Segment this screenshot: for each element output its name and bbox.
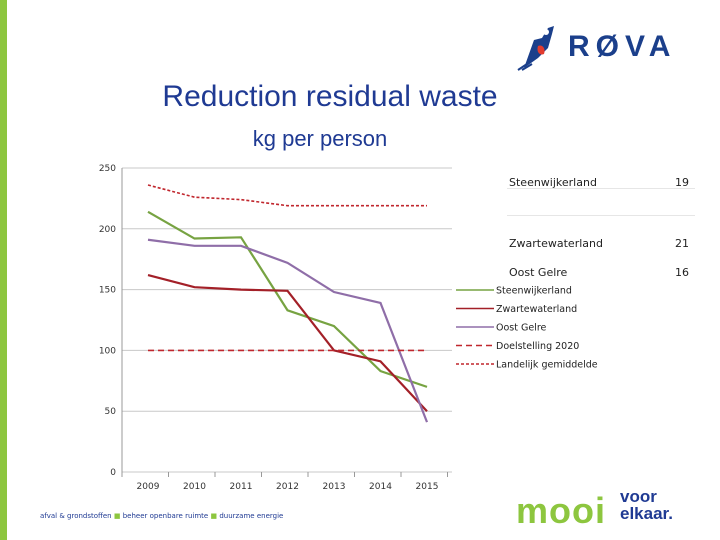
left-accent-bar bbox=[0, 0, 7, 540]
bird-icon bbox=[517, 26, 554, 71]
y-tick-label: 50 bbox=[105, 407, 117, 417]
bullet-icon: ■ bbox=[113, 512, 121, 520]
x-tick-label: 2014 bbox=[369, 482, 392, 492]
table-row-name: Oost Gelre bbox=[509, 266, 568, 279]
x-tick-label: 2013 bbox=[323, 482, 346, 492]
series-line-oost-gelre bbox=[147, 238, 429, 423]
logo-text: RØVA bbox=[568, 30, 677, 63]
table-row-name: Steenwijkerland bbox=[509, 176, 597, 189]
x-tick-label: 2009 bbox=[137, 482, 160, 492]
table-row: Steenwijkerland 19 bbox=[507, 166, 695, 189]
slogan-line: elkaar. bbox=[620, 504, 673, 523]
table-row: Zwartewaterland 21 bbox=[507, 189, 695, 250]
y-tick-label: 100 bbox=[99, 346, 116, 356]
slogan-line: voor bbox=[620, 487, 657, 506]
table-row-name: Zwartewaterland bbox=[509, 237, 603, 250]
footer-item: duurzame energie bbox=[219, 512, 284, 520]
slogan-secondary: voor elkaar. bbox=[620, 488, 673, 522]
x-tick-label: 2012 bbox=[276, 482, 299, 492]
legend-label: Doelstelling 2020 bbox=[496, 341, 579, 352]
table-row-value: 19 bbox=[675, 176, 689, 189]
footer-item: afval & grondstoffen bbox=[40, 512, 112, 520]
rova-logo: RØVA bbox=[508, 18, 698, 73]
y-tick-label: 0 bbox=[110, 468, 116, 478]
table-row: Oost Gelre 16 bbox=[507, 216, 695, 279]
table-row-value: 21 bbox=[675, 237, 689, 250]
legend-label: Zwartewaterland bbox=[496, 304, 577, 315]
legend-label: Landelijk gemiddelde bbox=[496, 360, 598, 371]
x-tick-label: 2015 bbox=[416, 482, 439, 492]
x-tick-label: 2010 bbox=[183, 482, 206, 492]
table-row-value: 16 bbox=[675, 266, 689, 279]
legend-label: Oost Gelre bbox=[496, 323, 547, 334]
page-subtitle: kg per person bbox=[252, 126, 388, 151]
reduction-table: Steenwijkerland 19 Zwartewaterland 21 Oo… bbox=[507, 166, 695, 279]
series-line-zwartewaterland bbox=[147, 273, 428, 412]
footer-services: afval & grondstoffen ■ beheer openbare r… bbox=[40, 512, 283, 520]
page-title: Reduction residual waste bbox=[162, 80, 498, 113]
series-line-landelijk-gemiddelde bbox=[147, 184, 427, 207]
y-tick-label: 150 bbox=[99, 286, 116, 296]
y-tick-label: 250 bbox=[99, 164, 116, 174]
slogan-main: mooi bbox=[516, 490, 606, 531]
bullet-icon: ■ bbox=[210, 512, 218, 520]
legend-label: Steenwijkerland bbox=[496, 286, 572, 297]
series-line-steenwijkerland bbox=[147, 210, 428, 388]
x-tick-label: 2011 bbox=[230, 482, 253, 492]
footer-item: beheer openbare ruimte bbox=[122, 512, 209, 520]
y-tick-label: 200 bbox=[99, 225, 116, 235]
